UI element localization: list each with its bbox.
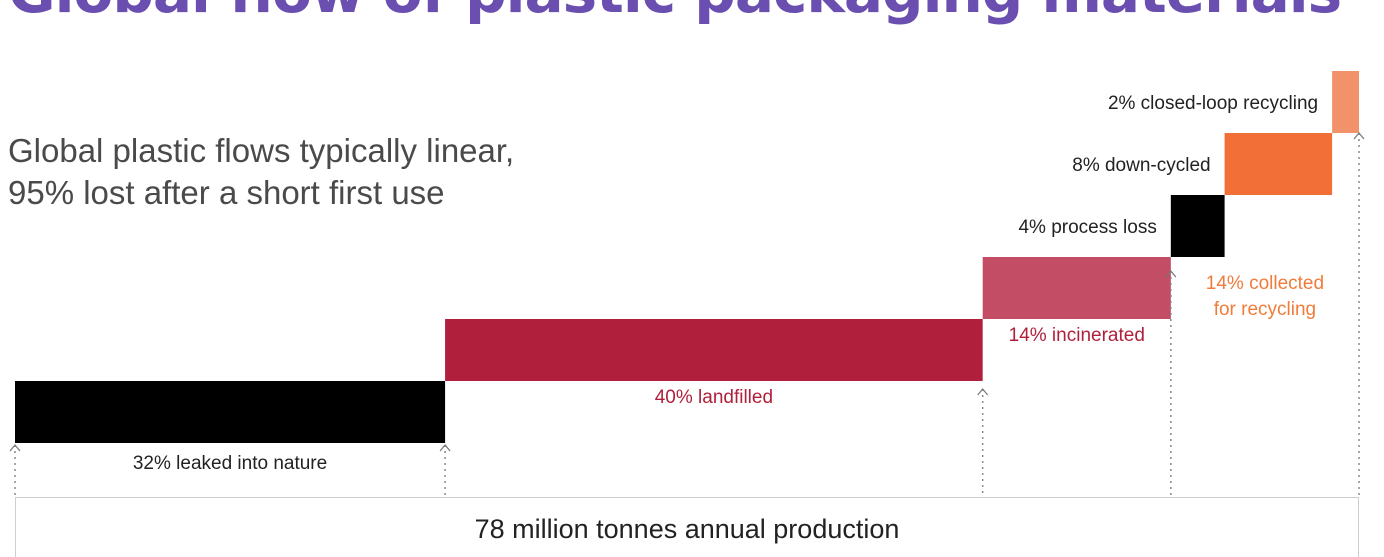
label-incinerated: 14% incinerated xyxy=(1009,325,1145,346)
bar-incinerated xyxy=(982,257,1171,319)
chart-title: Global flow of plastic packaging materia… xyxy=(8,0,1342,22)
bar-down_cycled xyxy=(1224,133,1333,195)
guide-landfilled-end-arrowhead xyxy=(977,388,989,396)
chart-title-text: Global flow of plastic packaging materia… xyxy=(8,0,1342,26)
guide-incinerated-end-arrowhead xyxy=(1165,270,1177,278)
bar-landfilled xyxy=(445,319,983,381)
label-collected-line-2: for recycling xyxy=(1214,299,1316,320)
label-leaked: 32% leaked into nature xyxy=(133,453,327,474)
bar-leaked xyxy=(15,381,446,443)
label-landfilled: 40% landfilled xyxy=(655,387,773,408)
annual-production-box: 78 million tonnes annual production xyxy=(15,497,1359,557)
guide-leaked-end-arrowhead xyxy=(439,444,451,452)
bar-process_loss xyxy=(1170,195,1225,257)
guide-end-arrowhead xyxy=(1353,132,1365,140)
annual-production-label: 78 million tonnes annual production xyxy=(474,514,900,544)
subtitle-line-2: 95% lost after a short first use xyxy=(8,174,445,211)
chart-subtitle: Global plastic flows typically linear, 9… xyxy=(8,130,514,214)
bar-closed_loop xyxy=(1332,71,1359,133)
label-down-cycled: 8% down-cycled xyxy=(1072,155,1210,176)
subtitle-line-1: Global plastic flows typically linear, xyxy=(8,132,515,169)
label-process-loss: 4% process loss xyxy=(1018,217,1156,238)
label-collected-line-1: 14% collected xyxy=(1206,273,1324,294)
guide-start-arrowhead xyxy=(9,444,21,452)
label-closed-loop: 2% closed-loop recycling xyxy=(1108,93,1318,114)
